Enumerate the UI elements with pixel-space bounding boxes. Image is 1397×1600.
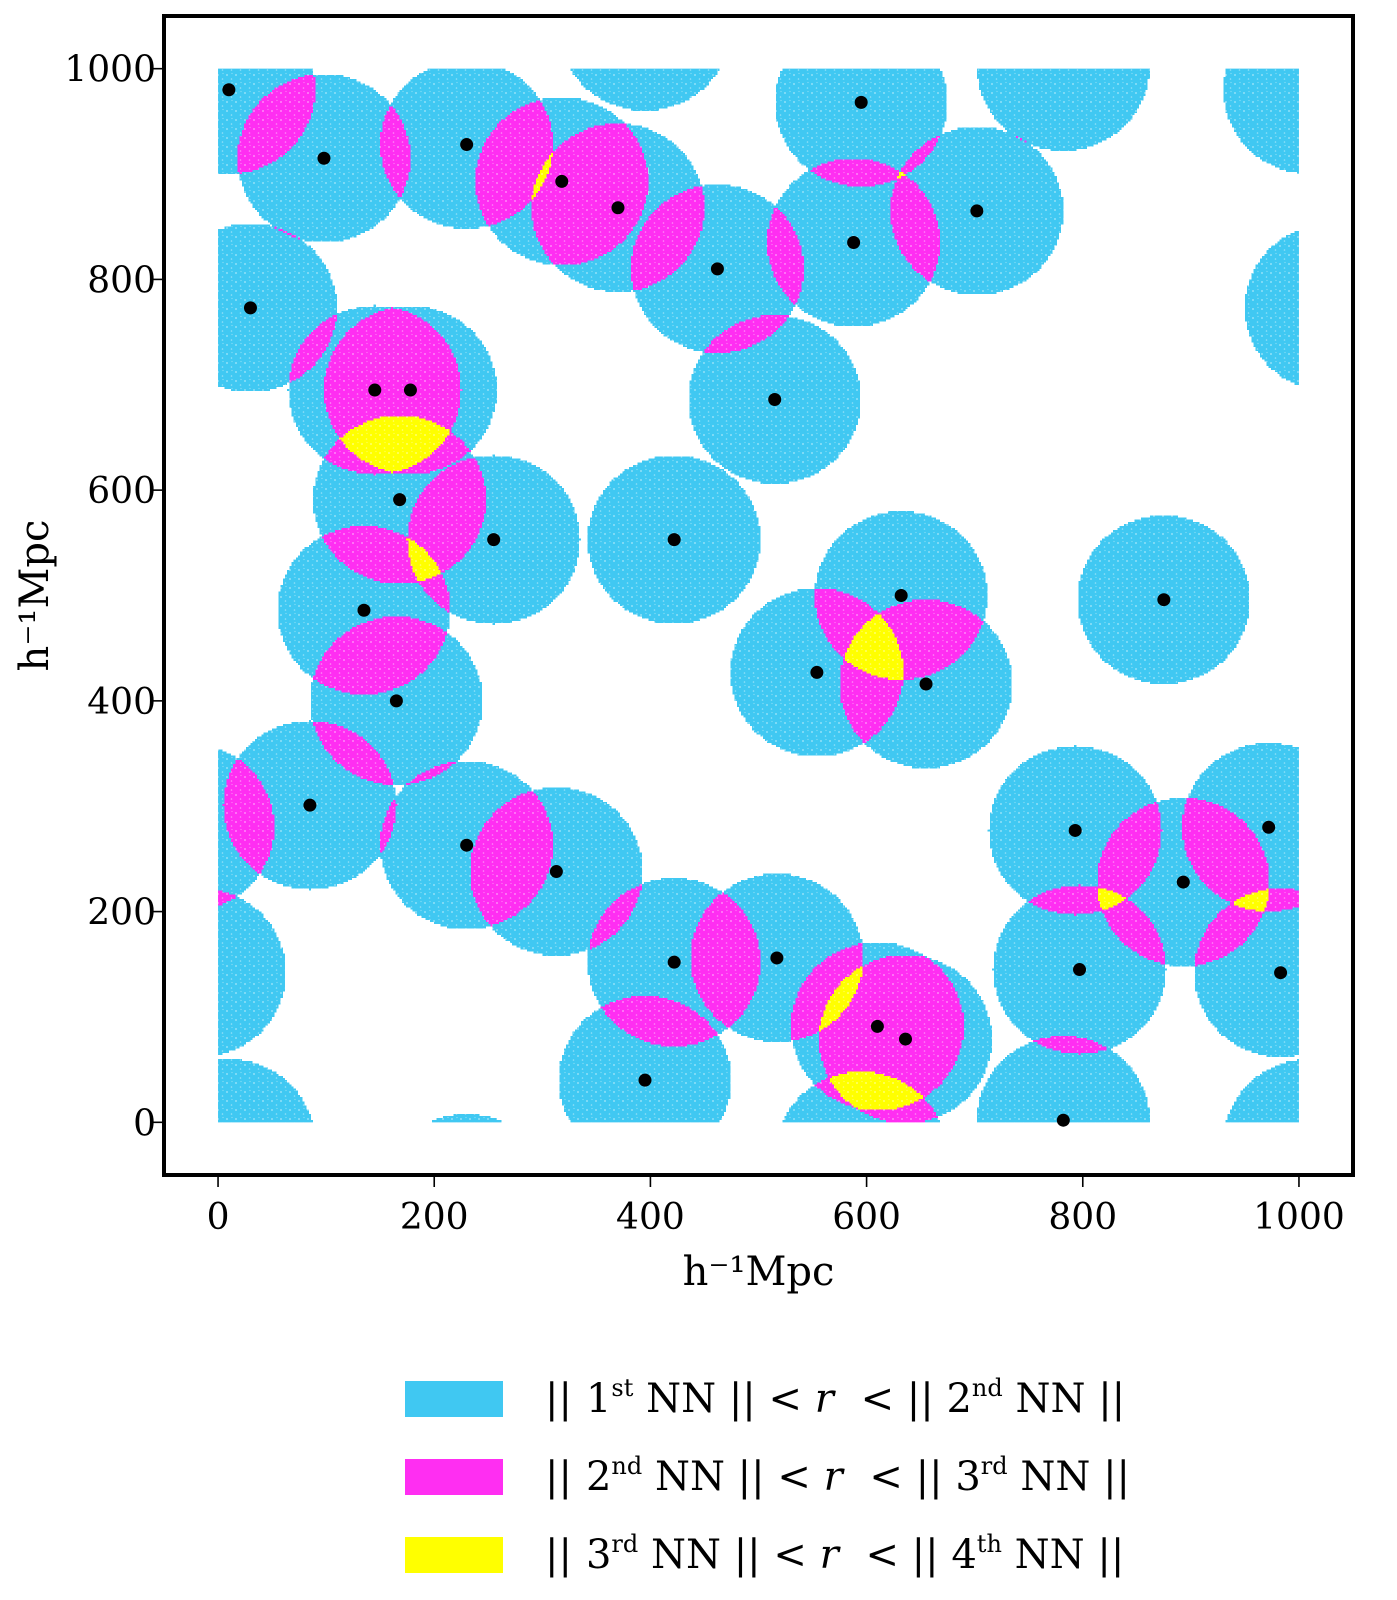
data-point (899, 1032, 913, 1046)
x-axis-label: h⁻¹Mpc (683, 1249, 835, 1295)
legend-swatch-nn2 (405, 1459, 503, 1495)
data-point (667, 533, 681, 547)
data-point (770, 951, 784, 965)
data-point (854, 95, 868, 109)
data-point (393, 493, 407, 507)
data-point (847, 236, 861, 250)
data-point (919, 677, 933, 691)
legend-label-nn2: || 2nd NN || < r < || 3rd NN || (545, 1452, 1131, 1500)
data-point (1262, 820, 1276, 834)
data-point (487, 533, 501, 547)
y-tick-label: 800 (87, 260, 156, 301)
y-tick-label: 1000 (64, 50, 156, 91)
legend: || 1st NN || < r < || 2nd NN || || 2nd NN … (405, 1360, 1130, 1594)
y-axis-label: h⁻¹Mpc (12, 520, 58, 672)
legend-label-nn3: || 3rd NN || < r < || 4th NN || (545, 1530, 1125, 1578)
y-tick-label: 400 (87, 682, 156, 723)
y-tick-label: 600 (87, 471, 156, 512)
data-point (870, 1019, 884, 1033)
data-point (1157, 593, 1171, 607)
data-point (667, 955, 681, 969)
x-tick-label: 200 (400, 1197, 469, 1238)
data-point (611, 201, 625, 215)
data-point (389, 694, 403, 708)
nn-volume-figure: 0 200 400 600 800 1000 0 200 400 600 800 1000 h⁻¹Mp… (12, 14, 1355, 1295)
y-tick-label: 200 (87, 893, 156, 934)
data-point (460, 138, 474, 152)
data-point (1274, 966, 1288, 980)
data-point (1073, 963, 1087, 977)
legend-row-nn1: || 1st NN || < r < || 2nd NN || (405, 1360, 1130, 1438)
legend-row-nn2: || 2nd NN || < r < || 3rd NN || (405, 1438, 1130, 1516)
x-tick-label: 800 (1048, 1197, 1117, 1238)
data-point (894, 589, 908, 602)
plot-frame (162, 14, 1355, 1177)
data-point (222, 83, 236, 97)
data-point (1068, 823, 1082, 837)
legend-label-nn1: || 1st NN || < r < || 2nd NN || (545, 1374, 1126, 1422)
speckle-overlay (218, 68, 1299, 1123)
data-point (555, 174, 569, 188)
ticks-layer: 0 200 400 600 800 1000 0 200 400 600 800 1000 (64, 50, 1344, 1238)
y-tick-label: 0 (133, 1103, 156, 1144)
data-point (357, 603, 371, 617)
x-tick-label: 1000 (1253, 1197, 1345, 1238)
data-point (710, 262, 724, 276)
data-points-layer (222, 83, 1288, 1127)
x-tick-label: 0 (207, 1197, 230, 1238)
data-point (970, 204, 984, 218)
data-point (1176, 875, 1190, 889)
legend-swatch-nn3 (405, 1537, 503, 1573)
data-point (1056, 1113, 1070, 1127)
data-point (243, 301, 257, 315)
legend-swatch-nn1 (405, 1381, 503, 1417)
data-point (460, 838, 474, 852)
data-point (549, 865, 563, 879)
data-point (403, 383, 417, 397)
x-tick-label: 600 (832, 1197, 901, 1238)
x-tick-label: 400 (616, 1197, 685, 1238)
data-point (303, 798, 317, 812)
legend-row-nn3: || 3rd NN || < r < || 4th NN || (405, 1516, 1130, 1594)
data-point (810, 665, 824, 679)
data-point (317, 151, 331, 165)
data-point (368, 383, 382, 397)
data-point (768, 393, 782, 407)
data-point (638, 1073, 652, 1087)
